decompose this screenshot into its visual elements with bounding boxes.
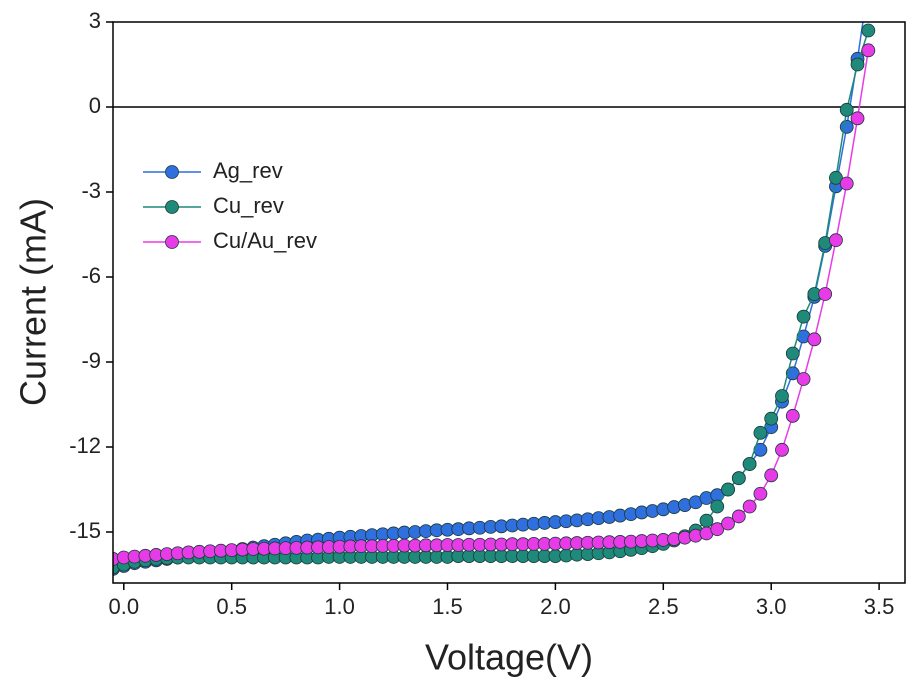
legend-marker (165, 200, 179, 214)
data-point (785, 346, 800, 361)
data-point (742, 499, 757, 514)
x-tick-label: 0.5 (216, 594, 247, 619)
data-point (861, 43, 876, 58)
legend-marker (165, 235, 179, 249)
y-tick-label: -15 (69, 518, 101, 543)
data-point (829, 170, 843, 185)
data-point (699, 513, 714, 528)
series-line (113, 50, 870, 560)
series-line (113, 22, 864, 570)
data-point (710, 522, 725, 537)
data-point (861, 23, 876, 38)
x-tick-label: 2.0 (540, 594, 571, 619)
data-point (721, 516, 735, 531)
data-point (796, 309, 811, 324)
data-point (829, 233, 843, 248)
data-point (850, 111, 865, 126)
x-tick-label: 1.0 (324, 594, 355, 619)
x-tick-label: 1.5 (432, 594, 463, 619)
plot-frame (112, 21, 906, 584)
y-tick-label: -6 (81, 263, 101, 288)
x-tick-label: 0.0 (108, 594, 139, 619)
data-point (764, 468, 779, 483)
legend-marker (165, 165, 179, 179)
data-point (807, 332, 822, 347)
x-tick-label: 3.0 (756, 594, 787, 619)
y-tick-label: -12 (69, 433, 101, 458)
data-point (742, 457, 757, 471)
data-point (850, 57, 865, 72)
data-point (775, 389, 789, 403)
data-point (731, 509, 746, 524)
legend-label: Cu_rev (213, 193, 284, 218)
data-point (785, 408, 800, 423)
x-axis-label: Voltage(V) (425, 637, 593, 678)
data-point (721, 482, 735, 497)
data-point (775, 442, 789, 457)
data-point (839, 176, 854, 191)
y-tick-label: -3 (81, 178, 101, 203)
x-tick-label: 2.5 (648, 594, 679, 619)
data-point (710, 499, 725, 514)
y-tick-label: 3 (89, 8, 101, 33)
data-point (839, 102, 854, 117)
data-point (753, 486, 768, 501)
legend-label: Ag_rev (213, 158, 283, 183)
data-point (818, 287, 833, 301)
y-tick-label: 0 (89, 93, 101, 118)
series-line (113, 30, 870, 569)
data-point (796, 372, 811, 386)
data-point (839, 119, 854, 134)
data-point (753, 425, 768, 440)
legend-label: Cu/Au_rev (213, 228, 317, 253)
data-point (785, 366, 800, 381)
x-tick-label: 3.5 (864, 594, 895, 619)
plot-area (113, 22, 905, 576)
y-tick-label: -9 (81, 348, 101, 373)
data-point (731, 471, 746, 486)
y-axis-label: Current (mA) (13, 198, 54, 406)
data-point (764, 411, 779, 426)
